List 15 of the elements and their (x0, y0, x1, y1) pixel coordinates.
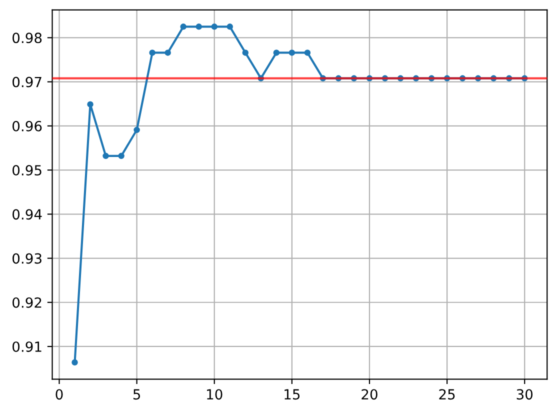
y-tick-label: 0.94 (12, 209, 42, 220)
x-tick-label: 15 (284, 389, 300, 400)
x-tick-label: 20 (362, 389, 378, 400)
x-tick-label: 10 (207, 389, 222, 400)
y-tick-label: 0.91 (12, 341, 42, 352)
y-tick-label: 0.96 (12, 120, 42, 132)
y-tick-label: 0.98 (12, 32, 42, 44)
x-tick-label: 0 (56, 389, 63, 400)
y-tick-label: 0.93 (12, 253, 42, 264)
y-tick-label: 0.97 (12, 76, 42, 88)
x-tick-label: 25 (439, 389, 455, 400)
x-tick-label: 5 (133, 389, 140, 400)
x-tick-label: 30 (516, 389, 533, 400)
y-tick-label: 0.95 (12, 165, 42, 176)
y-tick-label: 0.92 (12, 297, 42, 308)
